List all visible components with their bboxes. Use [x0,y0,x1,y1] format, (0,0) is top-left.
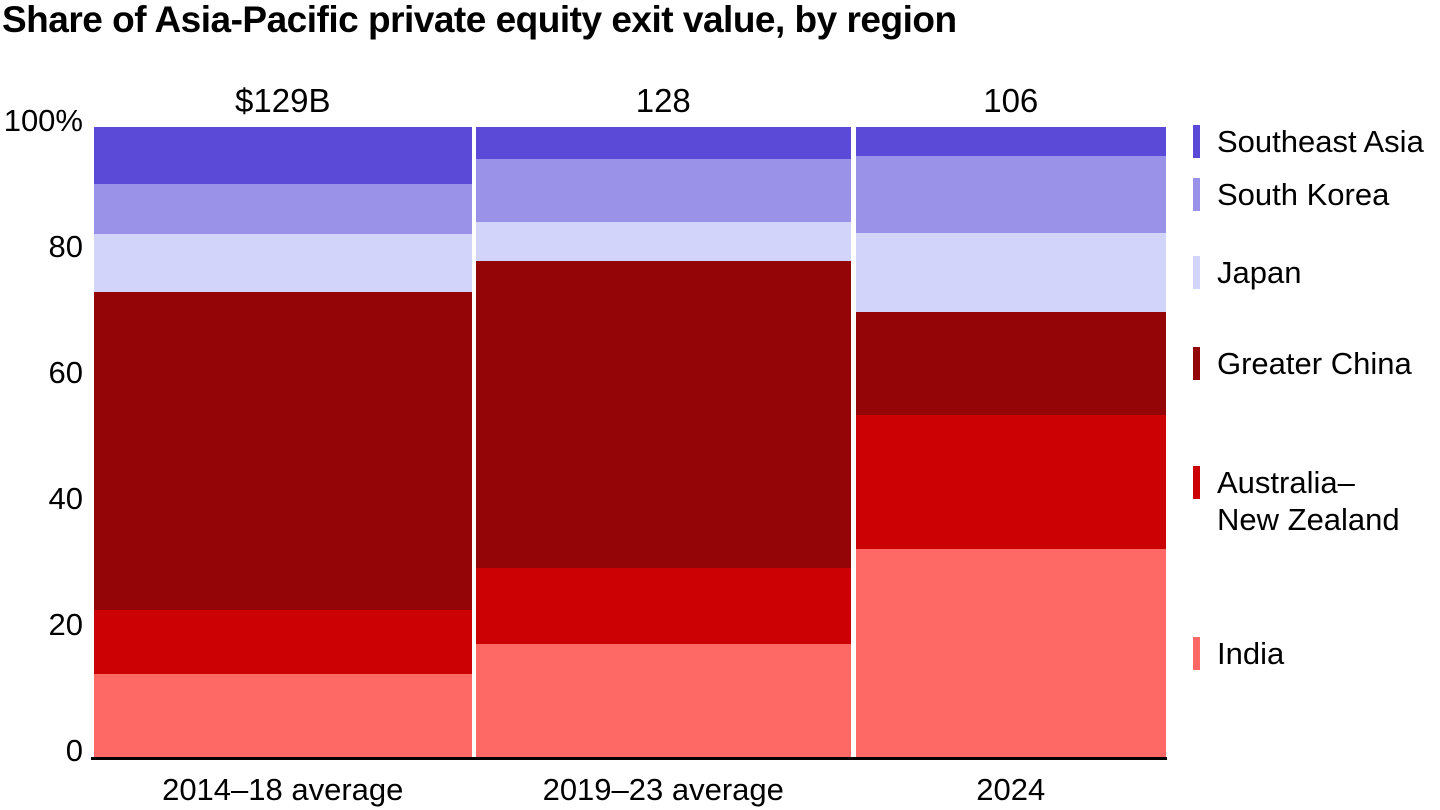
bar-segment [856,127,1166,156]
y-axis-tick-label: 0 [65,733,83,768]
y-axis-tick-label: 20 [48,607,83,642]
bar-total-label: $129B [235,82,331,119]
bar-segment [856,232,1166,312]
bar-segment [94,234,472,293]
legend-item: Southeast Asia [1193,123,1424,160]
bar-segment [856,414,1166,550]
plot-area [94,127,1166,757]
bar-segment [475,127,851,159]
bar-segment [94,292,472,611]
bar-segment [94,674,472,757]
bar-segment [856,549,1166,757]
bar-column [94,127,472,757]
x-axis-label: 2014–18 average [162,772,404,807]
bar-segment [475,221,851,262]
legend-item: South Korea [1193,176,1389,213]
legend-label-line: India [1217,635,1285,671]
legend-label: India [1217,635,1284,672]
y-axis-tick-label: 40 [48,481,83,516]
legend-label: South Korea [1217,176,1389,213]
legend-swatch [1193,177,1200,211]
legend-item: Greater China [1193,345,1412,382]
y-axis-tick-label: 80 [48,229,83,264]
legend-label: Greater China [1217,345,1412,382]
legend-label-line: Southeast Asia [1217,123,1424,159]
legend-swatch [1193,124,1200,158]
legend-label: Japan [1217,254,1301,291]
legend-label-line: Greater China [1217,345,1412,381]
bar-total-label: 106 [983,82,1039,119]
bar-segment [94,127,472,184]
bar-segment [856,155,1166,233]
x-axis-line [91,757,1167,760]
legend-swatch [1193,255,1200,289]
legend-item: Japan [1193,254,1301,291]
legend-label: Australia– New Zealand [1217,464,1400,538]
legend-item: Australia– New Zealand [1193,464,1400,538]
legend-swatch [1193,636,1200,670]
legend-swatch [1193,465,1200,499]
bar-column [475,127,851,757]
bar-segment [475,567,851,644]
legend-item: India [1193,635,1284,672]
bar-segment [475,158,851,222]
x-axis-label: 2024 [976,772,1046,807]
legend-label-line: New Zealand [1217,501,1400,537]
bar-segment [94,183,472,235]
y-axis-tick-label: 60 [48,355,83,390]
y-axis-tick-label: 100% [3,103,83,138]
bar-segment [475,643,851,757]
bar-segment [856,311,1166,415]
bar-segment [475,261,851,568]
x-axis-label: 2019–23 average [542,772,784,807]
legend-label-line: South Korea [1217,176,1390,212]
legend-label: Southeast Asia [1217,123,1424,160]
chart-title: Share of Asia-Pacific private equity exi… [2,0,957,40]
bar-total-label: 128 [635,82,691,119]
bar-column [856,127,1166,757]
legend-swatch [1193,346,1200,380]
legend-label-line: Japan [1217,254,1302,290]
legend-label-line: Australia– [1217,464,1355,500]
bar-segment [94,610,472,675]
